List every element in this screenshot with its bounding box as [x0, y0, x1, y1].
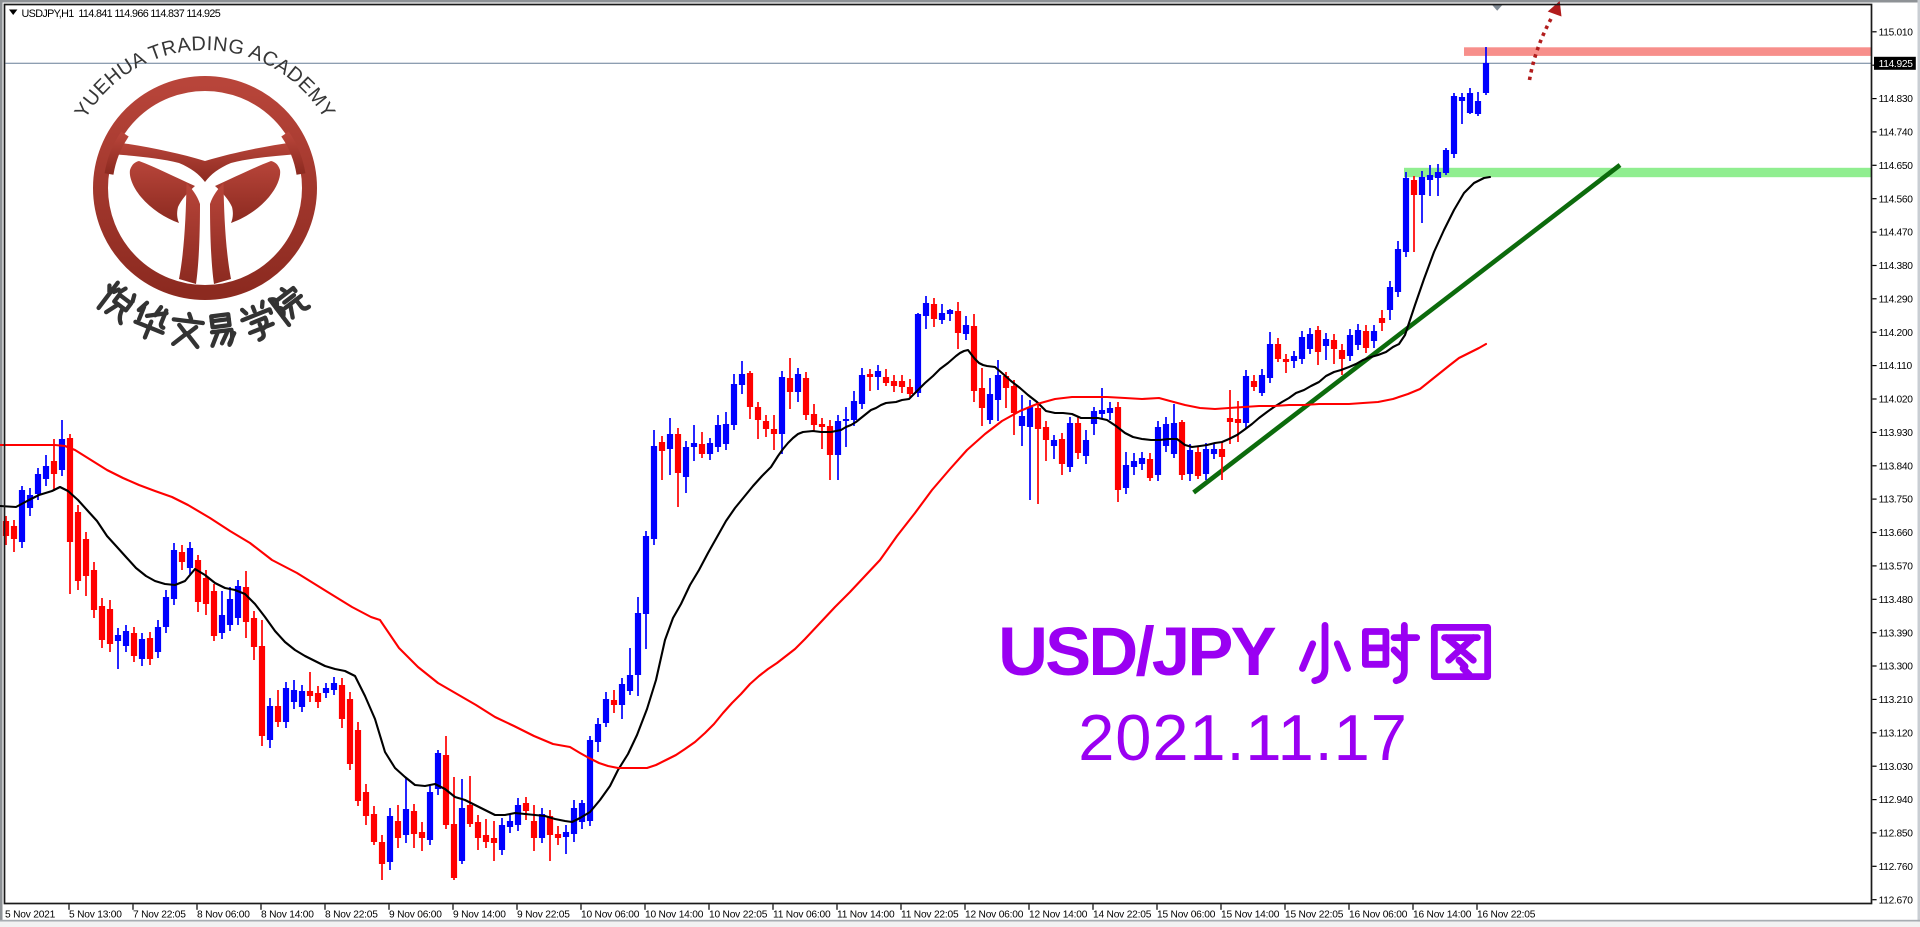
svg-text:113.570: 113.570	[1879, 562, 1914, 573]
svg-text:112.760: 112.760	[1879, 862, 1914, 873]
svg-text:9 Nov 14:00: 9 Nov 14:00	[453, 909, 506, 920]
svg-text:112.940: 112.940	[1879, 795, 1914, 806]
svg-text:113.660: 113.660	[1879, 528, 1914, 539]
svg-text:114.560: 114.560	[1879, 194, 1914, 205]
svg-text:114.830: 114.830	[1879, 94, 1914, 105]
svg-text:15 Nov 14:00: 15 Nov 14:00	[1221, 909, 1280, 920]
svg-text:14 Nov 22:05: 14 Nov 22:05	[1093, 909, 1152, 920]
svg-text:2021.11.17: 2021.11.17	[1078, 701, 1408, 774]
svg-text:5 Nov 13:00: 5 Nov 13:00	[69, 909, 122, 920]
svg-text:USDJPY,H1 114.841 114.966 114: USDJPY,H1 114.841 114.966 114.837 114.92…	[22, 8, 221, 20]
svg-text:113.120: 113.120	[1879, 728, 1914, 739]
svg-text:12 Nov 06:00: 12 Nov 06:00	[965, 909, 1024, 920]
svg-text:113.840: 113.840	[1879, 461, 1914, 472]
svg-text:113.930: 113.930	[1879, 428, 1914, 439]
svg-text:114.650: 114.650	[1879, 161, 1914, 172]
svg-text:10 Nov 22:05: 10 Nov 22:05	[709, 909, 768, 920]
svg-text:114.110: 114.110	[1879, 361, 1913, 372]
svg-text:9 Nov 22:05: 9 Nov 22:05	[517, 909, 570, 920]
svg-text:114.290: 114.290	[1879, 294, 1914, 305]
svg-text:10 Nov 14:00: 10 Nov 14:00	[645, 909, 704, 920]
svg-text:16 Nov 22:05: 16 Nov 22:05	[1477, 909, 1536, 920]
svg-text:115.010: 115.010	[1879, 27, 1914, 38]
svg-text:113.480: 113.480	[1879, 595, 1914, 606]
svg-text:15 Nov 22:05: 15 Nov 22:05	[1285, 909, 1344, 920]
svg-text:12 Nov 14:00: 12 Nov 14:00	[1029, 909, 1088, 920]
svg-text:11 Nov 06:00: 11 Nov 06:00	[773, 909, 831, 920]
svg-text:114.470: 114.470	[1879, 228, 1914, 239]
svg-text:112.670: 112.670	[1879, 895, 1914, 906]
svg-text:113.210: 113.210	[1879, 695, 1914, 706]
svg-text:114.200: 114.200	[1879, 328, 1914, 339]
svg-text:114.380: 114.380	[1879, 261, 1914, 272]
svg-text:9 Nov 06:00: 9 Nov 06:00	[389, 909, 442, 920]
svg-text:114.925: 114.925	[1879, 59, 1914, 70]
svg-text:114.740: 114.740	[1879, 128, 1914, 139]
svg-text:114.020: 114.020	[1879, 395, 1914, 406]
svg-text:15 Nov 06:00: 15 Nov 06:00	[1157, 909, 1216, 920]
svg-text:10 Nov 06:00: 10 Nov 06:00	[581, 909, 640, 920]
svg-text:112.850: 112.850	[1879, 829, 1914, 840]
svg-text:113.030: 113.030	[1879, 762, 1914, 773]
svg-text:8 Nov 22:05: 8 Nov 22:05	[325, 909, 378, 920]
svg-text:5 Nov 2021: 5 Nov 2021	[5, 909, 56, 920]
svg-text:11 Nov 14:00: 11 Nov 14:00	[837, 909, 895, 920]
svg-text:8 Nov 06:00: 8 Nov 06:00	[197, 909, 250, 920]
svg-text:113.300: 113.300	[1879, 662, 1914, 673]
svg-text:113.750: 113.750	[1879, 495, 1914, 506]
svg-text:11 Nov 22:05: 11 Nov 22:05	[901, 909, 959, 920]
svg-text:USD/JPY: USD/JPY	[998, 613, 1275, 690]
svg-text:16 Nov 06:00: 16 Nov 06:00	[1349, 909, 1408, 920]
svg-text:113.390: 113.390	[1879, 628, 1914, 639]
svg-text:16 Nov 14:00: 16 Nov 14:00	[1413, 909, 1472, 920]
svg-text:8 Nov 14:00: 8 Nov 14:00	[261, 909, 314, 920]
svg-text:7 Nov 22:05: 7 Nov 22:05	[133, 909, 186, 920]
